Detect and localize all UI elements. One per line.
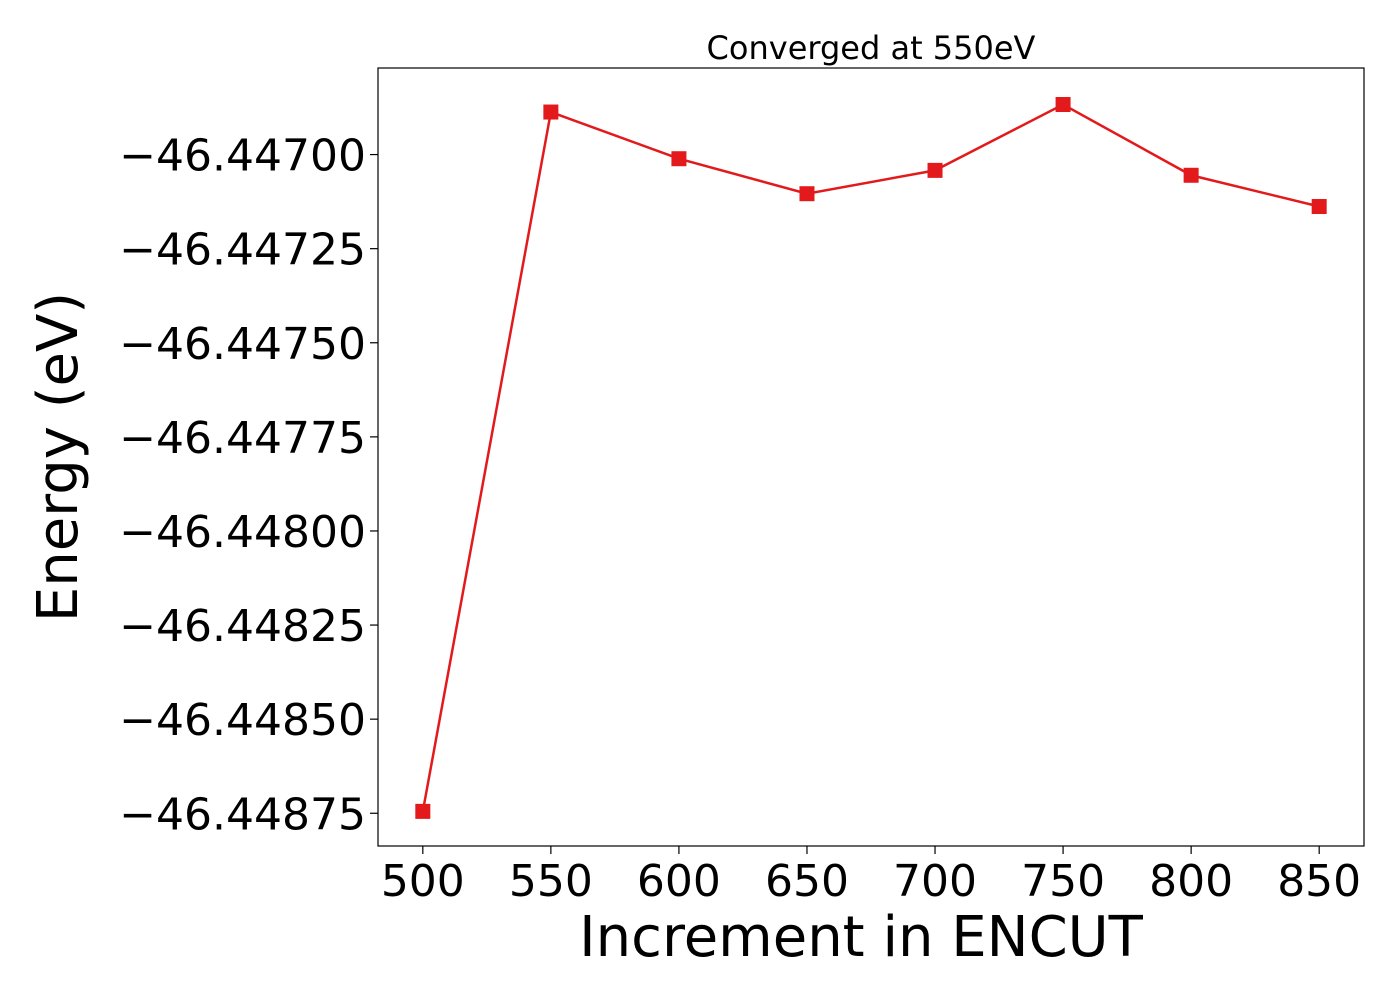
series-line	[421, 103, 1320, 812]
data-point-marker	[1311, 199, 1327, 215]
y-tick-label: −46.44875	[119, 789, 366, 840]
data-point-marker	[671, 151, 687, 167]
x-tick-label: 750	[1021, 856, 1105, 907]
x-tick-label: 650	[765, 856, 849, 907]
data-point-marker	[927, 162, 943, 178]
x-tick-label: 600	[637, 856, 721, 907]
y-axis-ticks: −46.44875 −46.44850 −46.44825 −46.44800 −46.…	[119, 131, 378, 840]
x-axis-ticks: 500 550 600 650 700 750 800 850	[381, 846, 1361, 907]
data-point-marker	[415, 803, 431, 819]
y-tick-label: −46.44750	[119, 319, 366, 370]
x-tick-label: 550	[509, 856, 593, 907]
y-tick-label: −46.44725	[119, 225, 366, 276]
x-tick-label: 700	[893, 856, 977, 907]
plot-frame	[377, 67, 1365, 847]
y-tick-label: −46.44825	[119, 601, 366, 652]
y-tick-label: −46.44850	[119, 695, 366, 746]
y-tick-label: −46.44700	[119, 131, 366, 182]
x-axis-label: Increment in ENCUT	[579, 905, 1144, 970]
data-point-marker	[799, 186, 815, 202]
data-point-marker	[543, 104, 559, 120]
y-tick-label: −46.44800	[119, 507, 366, 558]
data-point-marker	[1183, 167, 1199, 183]
series-layer	[415, 97, 1327, 819]
x-tick-label: 500	[381, 856, 465, 907]
y-tick-label: −46.44775	[119, 413, 366, 464]
chart-title: Converged at 550eV	[707, 29, 1036, 67]
data-point-marker	[1055, 97, 1071, 113]
x-tick-label: 800	[1149, 856, 1233, 907]
y-axis-label: Energy (eV)	[26, 292, 91, 622]
x-tick-label: 850	[1277, 856, 1361, 907]
